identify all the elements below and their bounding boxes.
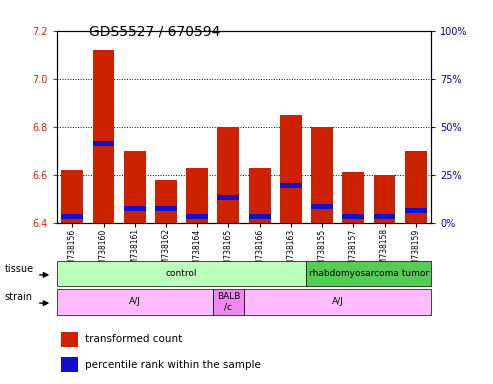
Bar [186, 214, 208, 219]
Text: GDS5527 / 670594: GDS5527 / 670594 [89, 25, 220, 39]
Bar [61, 214, 83, 219]
Text: tissue: tissue [4, 263, 34, 274]
Bar [280, 115, 302, 223]
Bar [249, 214, 271, 219]
Bar [311, 127, 333, 223]
Bar [61, 357, 77, 372]
Bar [213, 289, 244, 315]
Bar [186, 167, 208, 223]
Bar [405, 151, 427, 223]
Bar [311, 205, 333, 209]
Bar [155, 207, 177, 211]
Bar [307, 261, 431, 286]
Bar [374, 175, 395, 223]
Text: rhabdomyosarcoma tumor: rhabdomyosarcoma tumor [309, 269, 429, 278]
Bar [57, 261, 307, 286]
Bar [217, 127, 240, 223]
Bar [374, 214, 395, 219]
Bar [93, 141, 114, 146]
Bar [61, 170, 83, 223]
Text: transformed count: transformed count [85, 334, 182, 344]
Bar [217, 195, 240, 200]
Text: control: control [166, 269, 197, 278]
Bar [93, 50, 114, 223]
Bar [405, 208, 427, 213]
Bar [280, 183, 302, 188]
Bar [57, 289, 213, 315]
Text: strain: strain [4, 291, 33, 301]
Bar [155, 180, 177, 223]
Text: A/J: A/J [332, 297, 344, 306]
Text: BALB
/c: BALB /c [217, 292, 240, 311]
Bar [244, 289, 431, 315]
Text: A/J: A/J [129, 297, 141, 306]
Bar [124, 207, 145, 211]
Bar [124, 151, 145, 223]
Bar [342, 214, 364, 219]
Bar [342, 172, 364, 223]
Bar [249, 167, 271, 223]
Text: percentile rank within the sample: percentile rank within the sample [85, 359, 261, 369]
Bar [61, 332, 77, 347]
